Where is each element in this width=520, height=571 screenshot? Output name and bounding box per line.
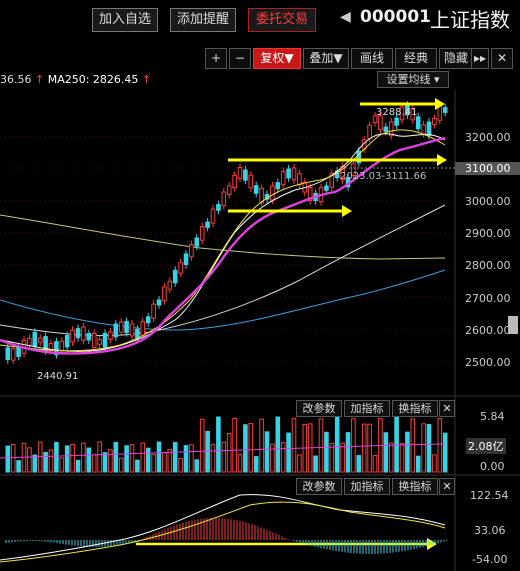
more-icon[interactable]: ▸▸ [471,48,489,69]
ma250-label: MA250: 2826.45 [47,73,139,86]
trade-button[interactable]: 委托交易 [248,8,316,32]
draw-line-button[interactable]: 画线 [351,48,393,69]
y-tick-2900: 2900.00 [465,227,511,240]
ma-info-line: 36.56 ↑ MA250: 2826.45 ↑ [0,73,151,86]
overlay-button[interactable]: 叠加▼ [303,48,349,69]
classic-button[interactable]: 经典 [395,48,437,69]
add-alert-button[interactable]: 添加提醒 [170,8,236,32]
scroll-handle[interactable] [508,316,518,334]
vol-switch-indicator-button[interactable]: 换指标 [392,400,438,417]
marker-label: 2023.03-3111.66 [340,171,427,182]
ma20-line [0,136,446,355]
last-price-tag [455,162,520,175]
macd-params-button[interactable]: 改参数 [296,478,342,495]
close-chart-button[interactable]: ✕ [491,48,513,69]
macd-close-icon[interactable]: ✕ [439,478,455,495]
y-tick-3200: 3200.00 [465,131,511,144]
y-tick-2500: 2500.00 [465,356,511,369]
prev-stock-icon[interactable]: ◀ [340,9,351,25]
macd-dea-line [0,501,446,563]
ma250-line [0,214,446,260]
stock-code: 000001 [360,7,431,27]
vol-axis-top: 5.84 [480,410,505,423]
y-tick-3100: 3100.00 [465,162,511,175]
vol-params-button[interactable]: 改参数 [296,400,342,417]
y-tick-3000: 3000.00 [465,195,511,208]
vol-axis-bottom: 0.00 [480,460,505,473]
y-tick-2800: 2800.00 [465,259,511,272]
low-price-label: 2440.91 [37,371,79,382]
zoom-out-button[interactable]: − [229,48,251,69]
macd-histogram [5,518,448,554]
y-tick-2600: 2600.00 [465,324,511,337]
add-watchlist-button[interactable]: 加入自选 [92,8,158,32]
vol-close-icon[interactable]: ✕ [439,400,455,417]
vol-add-indicator-button[interactable]: 加指标 [344,400,390,417]
y-tick-2700: 2700.00 [465,292,511,305]
ma5-line [0,133,446,352]
ma-blue-line [0,269,446,331]
macd-axis-bottom: -54.00 [472,553,508,566]
ma-prev-value: 36.56 [0,73,32,86]
macd-dif-line [0,494,446,561]
macd-add-indicator-button[interactable]: 加指标 [344,478,390,495]
macd-switch-indicator-button[interactable]: 换指标 [392,478,438,495]
top-bar: 加入自选 添加提醒 委托交易 ◀ 000001 上证指数 [0,0,520,40]
volume-ma-line [0,443,446,459]
ma250-up-arrow-icon: ↑ [141,73,152,86]
high-price-label: 3288.41 [376,107,418,118]
stock-name: 上证指数 [430,8,510,32]
adjust-button[interactable]: 复权▼ [253,48,301,69]
hide-button[interactable]: 隐藏 [439,48,473,69]
set-ma-dropdown[interactable]: 设置均线 ▾ [377,71,449,88]
volume-bars [5,416,448,473]
ma10-line [0,129,446,352]
set-ma-label: 设置均线 [386,73,431,86]
macd-axis-top: 122.54 [470,489,509,502]
ma-white-line [0,204,446,337]
zoom-in-button[interactable]: + [205,48,227,69]
ma-up-arrow-icon: ↑ [35,73,45,86]
candlesticks [5,101,448,365]
macd-axis-mid: 33.06 [474,524,506,537]
vol-axis-mid: 2.08亿 [466,438,506,454]
